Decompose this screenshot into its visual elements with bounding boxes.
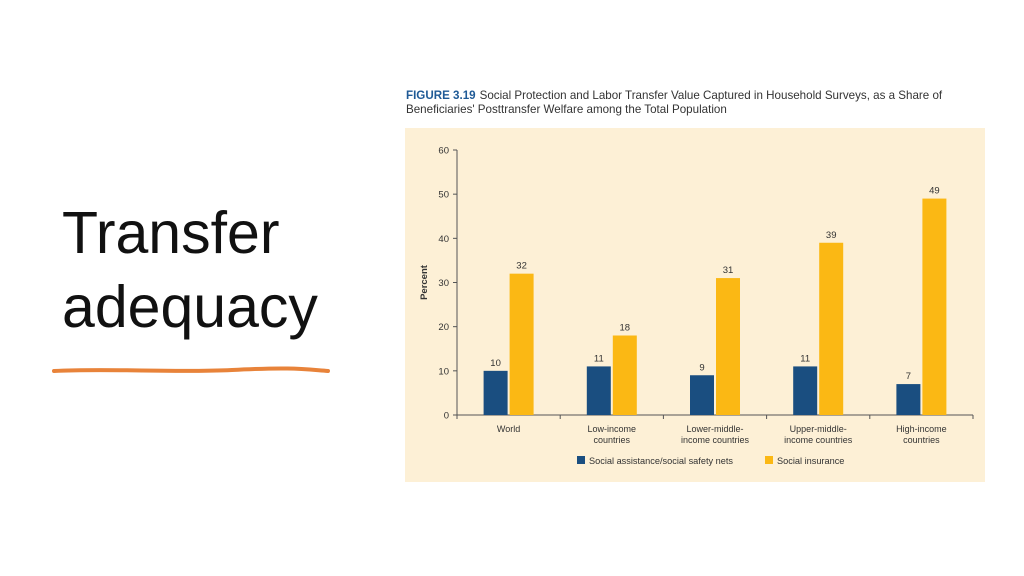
x-tick-label: income countries [681, 435, 750, 445]
y-tick-label: 60 [438, 146, 449, 157]
y-tick-label: 20 [438, 322, 449, 333]
chart-panel: 0 10 20 30 40 50 60 Percent 10 32 World 11 18 Low-inc… [405, 128, 985, 482]
bar-value-label: 49 [929, 186, 940, 197]
x-tick-label: High-income [896, 424, 947, 434]
bar-social-assistance [483, 370, 508, 415]
y-tick-label: 40 [438, 234, 449, 245]
bar-social-insurance [922, 198, 947, 415]
legend-label: Social assistance/social safety nets [589, 456, 733, 466]
y-tick-label: 0 [444, 411, 449, 422]
x-tick-label: Upper-middle- [790, 424, 847, 434]
y-tick-label: 10 [438, 366, 449, 377]
bar-value-label: 39 [826, 230, 837, 241]
y-axis-label: Percent [419, 264, 430, 300]
slide-title: Transfer adequacy [62, 196, 318, 344]
bar-social-assistance [586, 366, 611, 415]
bar-social-assistance [896, 384, 921, 415]
bar-social-insurance [819, 242, 844, 415]
title-underline [52, 366, 330, 373]
bar-value-label: 31 [723, 265, 734, 276]
bar-social-assistance [690, 375, 714, 415]
bar-social-insurance [509, 273, 534, 415]
bar-value-label: 11 [594, 353, 604, 364]
bar-value-label: 11 [800, 353, 810, 364]
bar-value-label: 32 [516, 261, 527, 272]
x-tick-label: countries [594, 435, 631, 445]
x-tick-label: income countries [784, 435, 853, 445]
figure-caption: FIGURE 3.19 Social Protection and Labor T… [406, 89, 991, 117]
bar-value-label: 7 [906, 371, 911, 382]
slide-title-line-1: Transfer [62, 200, 280, 266]
legend-label: Social insurance [777, 456, 844, 466]
slide-title-line-2: adequacy [62, 274, 318, 340]
bar-value-label: 10 [490, 358, 501, 369]
figure-caption-text: Social Protection and Labor Transfer Val… [406, 89, 943, 116]
bar-social-insurance [716, 278, 740, 415]
bar-value-label: 9 [699, 362, 704, 373]
figure-label: FIGURE 3.19 [406, 89, 476, 102]
bar-social-insurance [612, 335, 637, 415]
bar-social-assistance [793, 366, 818, 415]
x-tick-label: Low-income [588, 424, 637, 434]
y-tick-label: 50 [438, 190, 449, 201]
legend-swatch [765, 456, 773, 464]
x-tick-label: World [497, 424, 520, 434]
bar-chart: 0 10 20 30 40 50 60 Percent 10 32 World 11 18 Low-inc… [419, 146, 974, 466]
x-tick-label: Lower-middle- [686, 424, 743, 434]
bar-value-label: 18 [620, 323, 631, 334]
x-tick-label: countries [903, 435, 940, 445]
y-tick-label: 30 [438, 278, 449, 289]
legend-swatch [577, 456, 585, 464]
